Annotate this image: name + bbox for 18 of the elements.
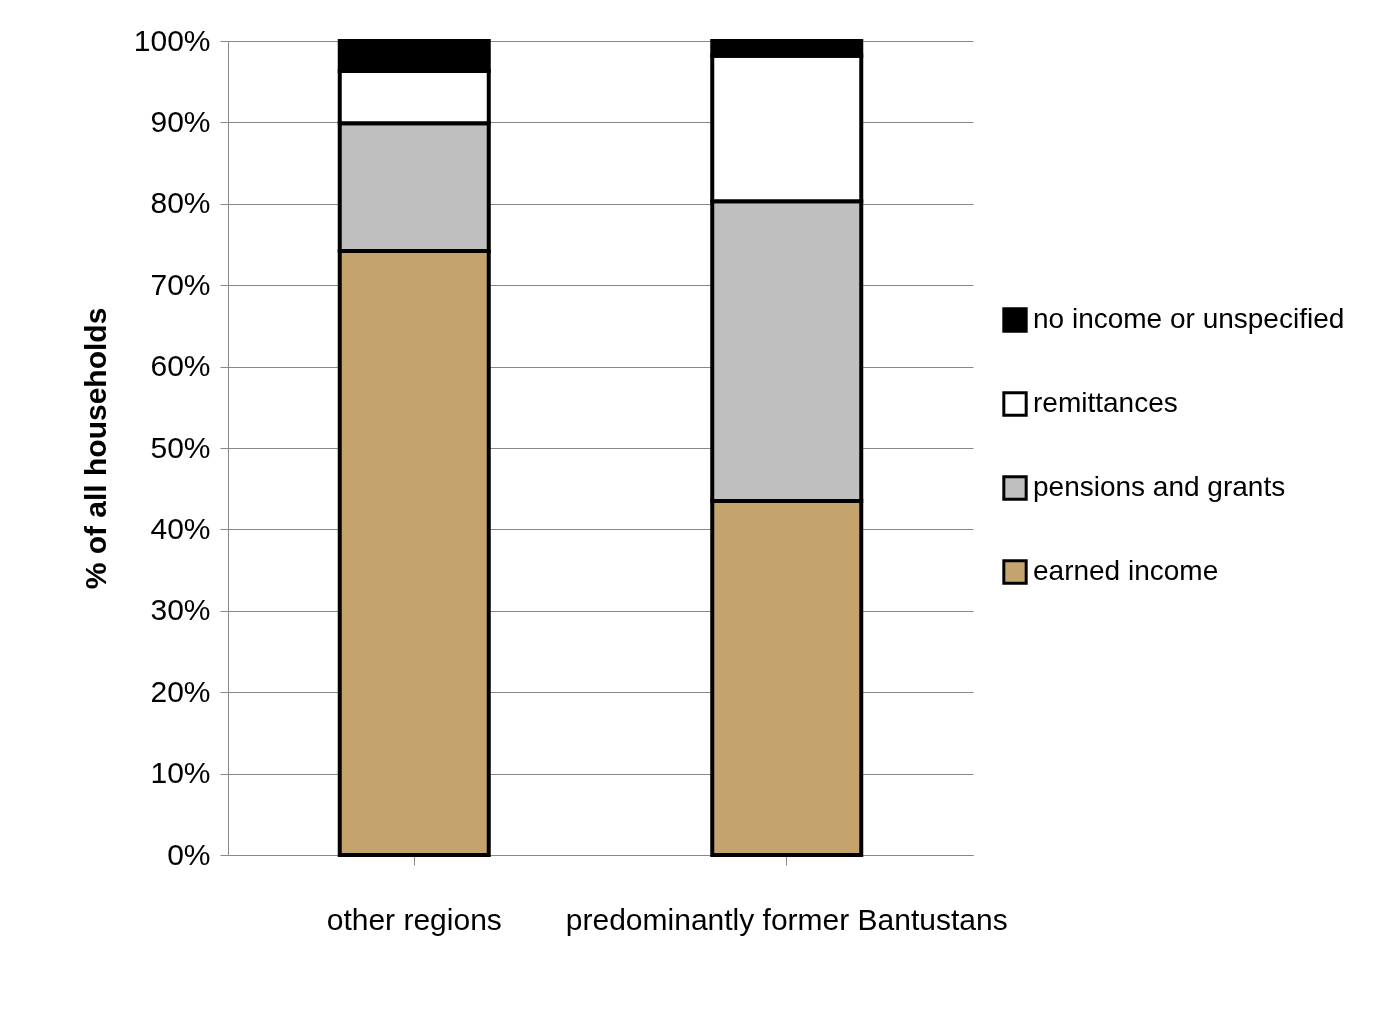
legend-label: remittances: [1033, 387, 1178, 418]
y-tick-label: 30%: [150, 593, 211, 627]
y-tick-label: 0%: [167, 837, 211, 871]
y-axis-title: % of all households: [78, 307, 112, 590]
x-tick-label: predominantly former Bantustans: [565, 902, 1008, 936]
x-tick-label: other regions: [326, 902, 502, 936]
legend-label: pensions and grants: [1033, 471, 1286, 502]
y-tick-label: 100%: [133, 23, 211, 57]
legend-label: earned income: [1033, 555, 1219, 586]
y-tick-label: 70%: [150, 267, 211, 301]
y-tick-label: 60%: [150, 349, 211, 383]
y-tick-label: 10%: [150, 756, 211, 790]
legend-label: no income or unspecified: [1033, 303, 1345, 334]
y-tick-label: 50%: [150, 430, 211, 464]
y-tick-label: 80%: [150, 186, 211, 220]
y-tick-label: 90%: [150, 104, 211, 138]
y-tick-label: 20%: [150, 674, 211, 708]
y-tick-label: 40%: [150, 511, 211, 545]
